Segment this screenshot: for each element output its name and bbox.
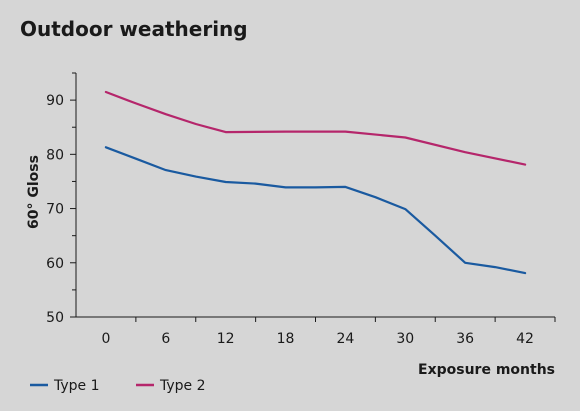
x-tick-label: 30 bbox=[396, 331, 414, 347]
legend-item-type-2: Type 2 bbox=[136, 378, 206, 394]
x-axis-title: Exposure months bbox=[418, 362, 555, 378]
y-tick-label: 80 bbox=[46, 147, 64, 163]
axes bbox=[75, 73, 555, 318]
y-tick-label: 50 bbox=[46, 310, 64, 326]
y-tick-label: 90 bbox=[46, 93, 64, 109]
x-tick-label: 0 bbox=[101, 331, 110, 347]
legend: Type 1 Type 2 bbox=[30, 378, 206, 394]
legend-label: Type 2 bbox=[159, 378, 206, 394]
x-tick-label: 36 bbox=[456, 331, 474, 347]
y-tick-label: 70 bbox=[46, 202, 64, 218]
legend-item-type-1: Type 1 bbox=[30, 378, 100, 394]
x-tick-label: 6 bbox=[161, 331, 170, 347]
y-ticks: 50 60 70 80 90 bbox=[46, 72, 76, 326]
x-tick-label: 18 bbox=[277, 331, 295, 347]
x-tick-label: 12 bbox=[217, 331, 235, 347]
series-lines bbox=[104, 90, 527, 275]
y-tick-label: 60 bbox=[46, 256, 64, 272]
x-tick-label: 24 bbox=[337, 331, 355, 347]
series-line-type-2 bbox=[104, 90, 527, 166]
legend-label: Type 1 bbox=[53, 378, 100, 394]
x-ticks: 0 6 12 18 24 30 36 42 bbox=[101, 317, 556, 347]
x-tick-label: 42 bbox=[516, 331, 534, 347]
series-line-type-1 bbox=[104, 146, 527, 275]
chart-title: Outdoor weathering bbox=[20, 17, 248, 41]
y-axis-title: 60° Gloss bbox=[26, 155, 42, 229]
